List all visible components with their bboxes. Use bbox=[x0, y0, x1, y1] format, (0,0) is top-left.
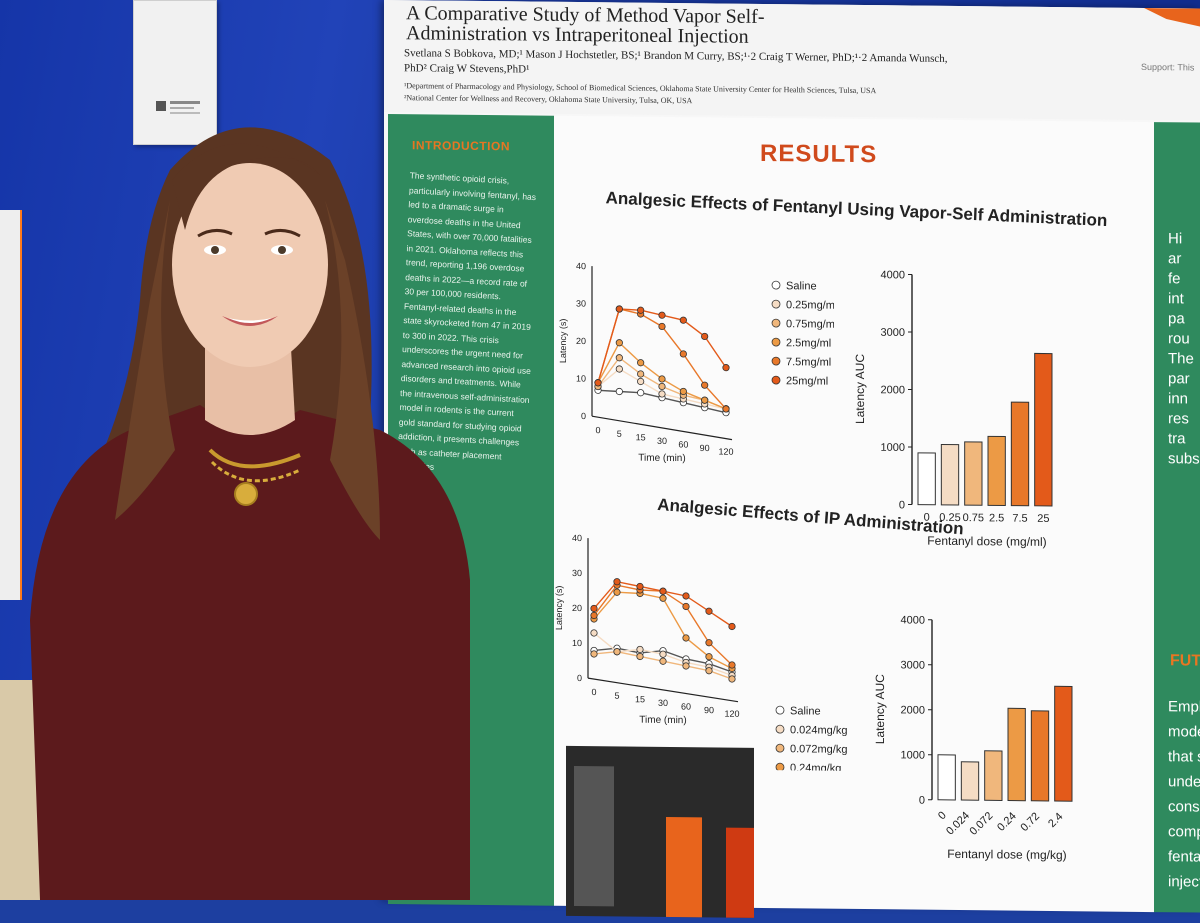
necklace-pendant bbox=[235, 483, 257, 505]
left-iris bbox=[211, 246, 219, 254]
right-iris bbox=[278, 246, 286, 254]
presenter-woman bbox=[0, 0, 1200, 900]
